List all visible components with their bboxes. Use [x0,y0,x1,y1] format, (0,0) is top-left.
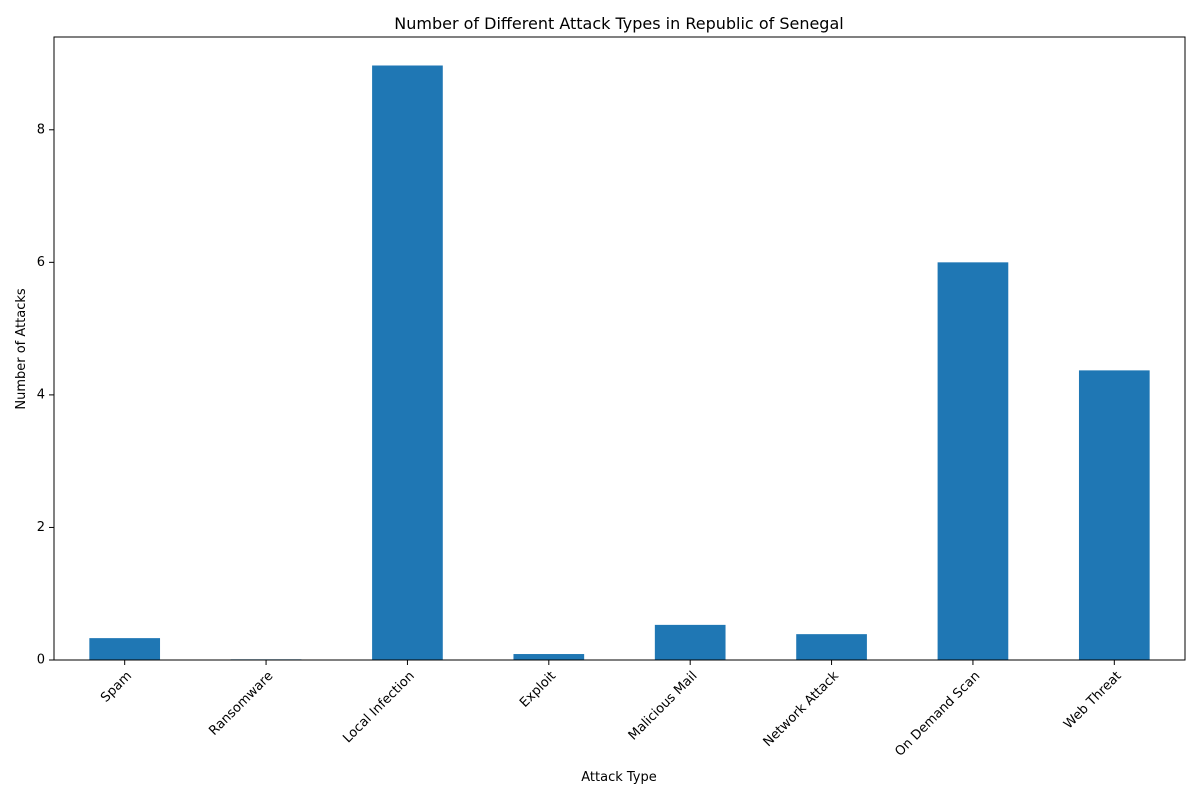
y-axis-label: Number of Attacks [14,288,29,410]
y-tick-label: 4 [37,387,45,402]
bar-malicious-mail [654,624,726,660]
x-axis-label: Attack Type [581,770,657,785]
bar-exploit [513,654,585,660]
bar-on-demand-scan [937,262,1009,660]
bar-network-attack [796,634,867,660]
x-tick-label: Network Attack [761,668,843,750]
bar-local-infection [372,65,443,660]
y-tick-label: 6 [37,255,45,270]
y-tick-label: 2 [37,520,45,535]
chart-title: Number of Different Attack Types in Repu… [394,14,843,33]
x-tick-label: Malicious Mail [626,669,701,744]
x-tick-label: Local Infection [340,669,417,746]
y-tick-label: 0 [37,653,45,668]
y-tick-label: 8 [37,122,45,137]
plot-frame [53,36,1186,661]
x-tick-label: On Demand Scan [892,669,983,760]
x-axis: Spam Ransomware Local Infection Exploit Mali… [98,660,1125,760]
y-axis: 0 2 4 6 8 [37,122,54,668]
bar-web-threat [1078,370,1150,660]
bars-group [89,65,1150,660]
x-tick-label: Spam [98,669,135,706]
x-tick-label: Web Threat [1061,669,1124,732]
x-tick-label: Ransomware [206,669,276,739]
x-tick-label: Exploit [517,669,559,711]
bar-spam [89,638,161,660]
